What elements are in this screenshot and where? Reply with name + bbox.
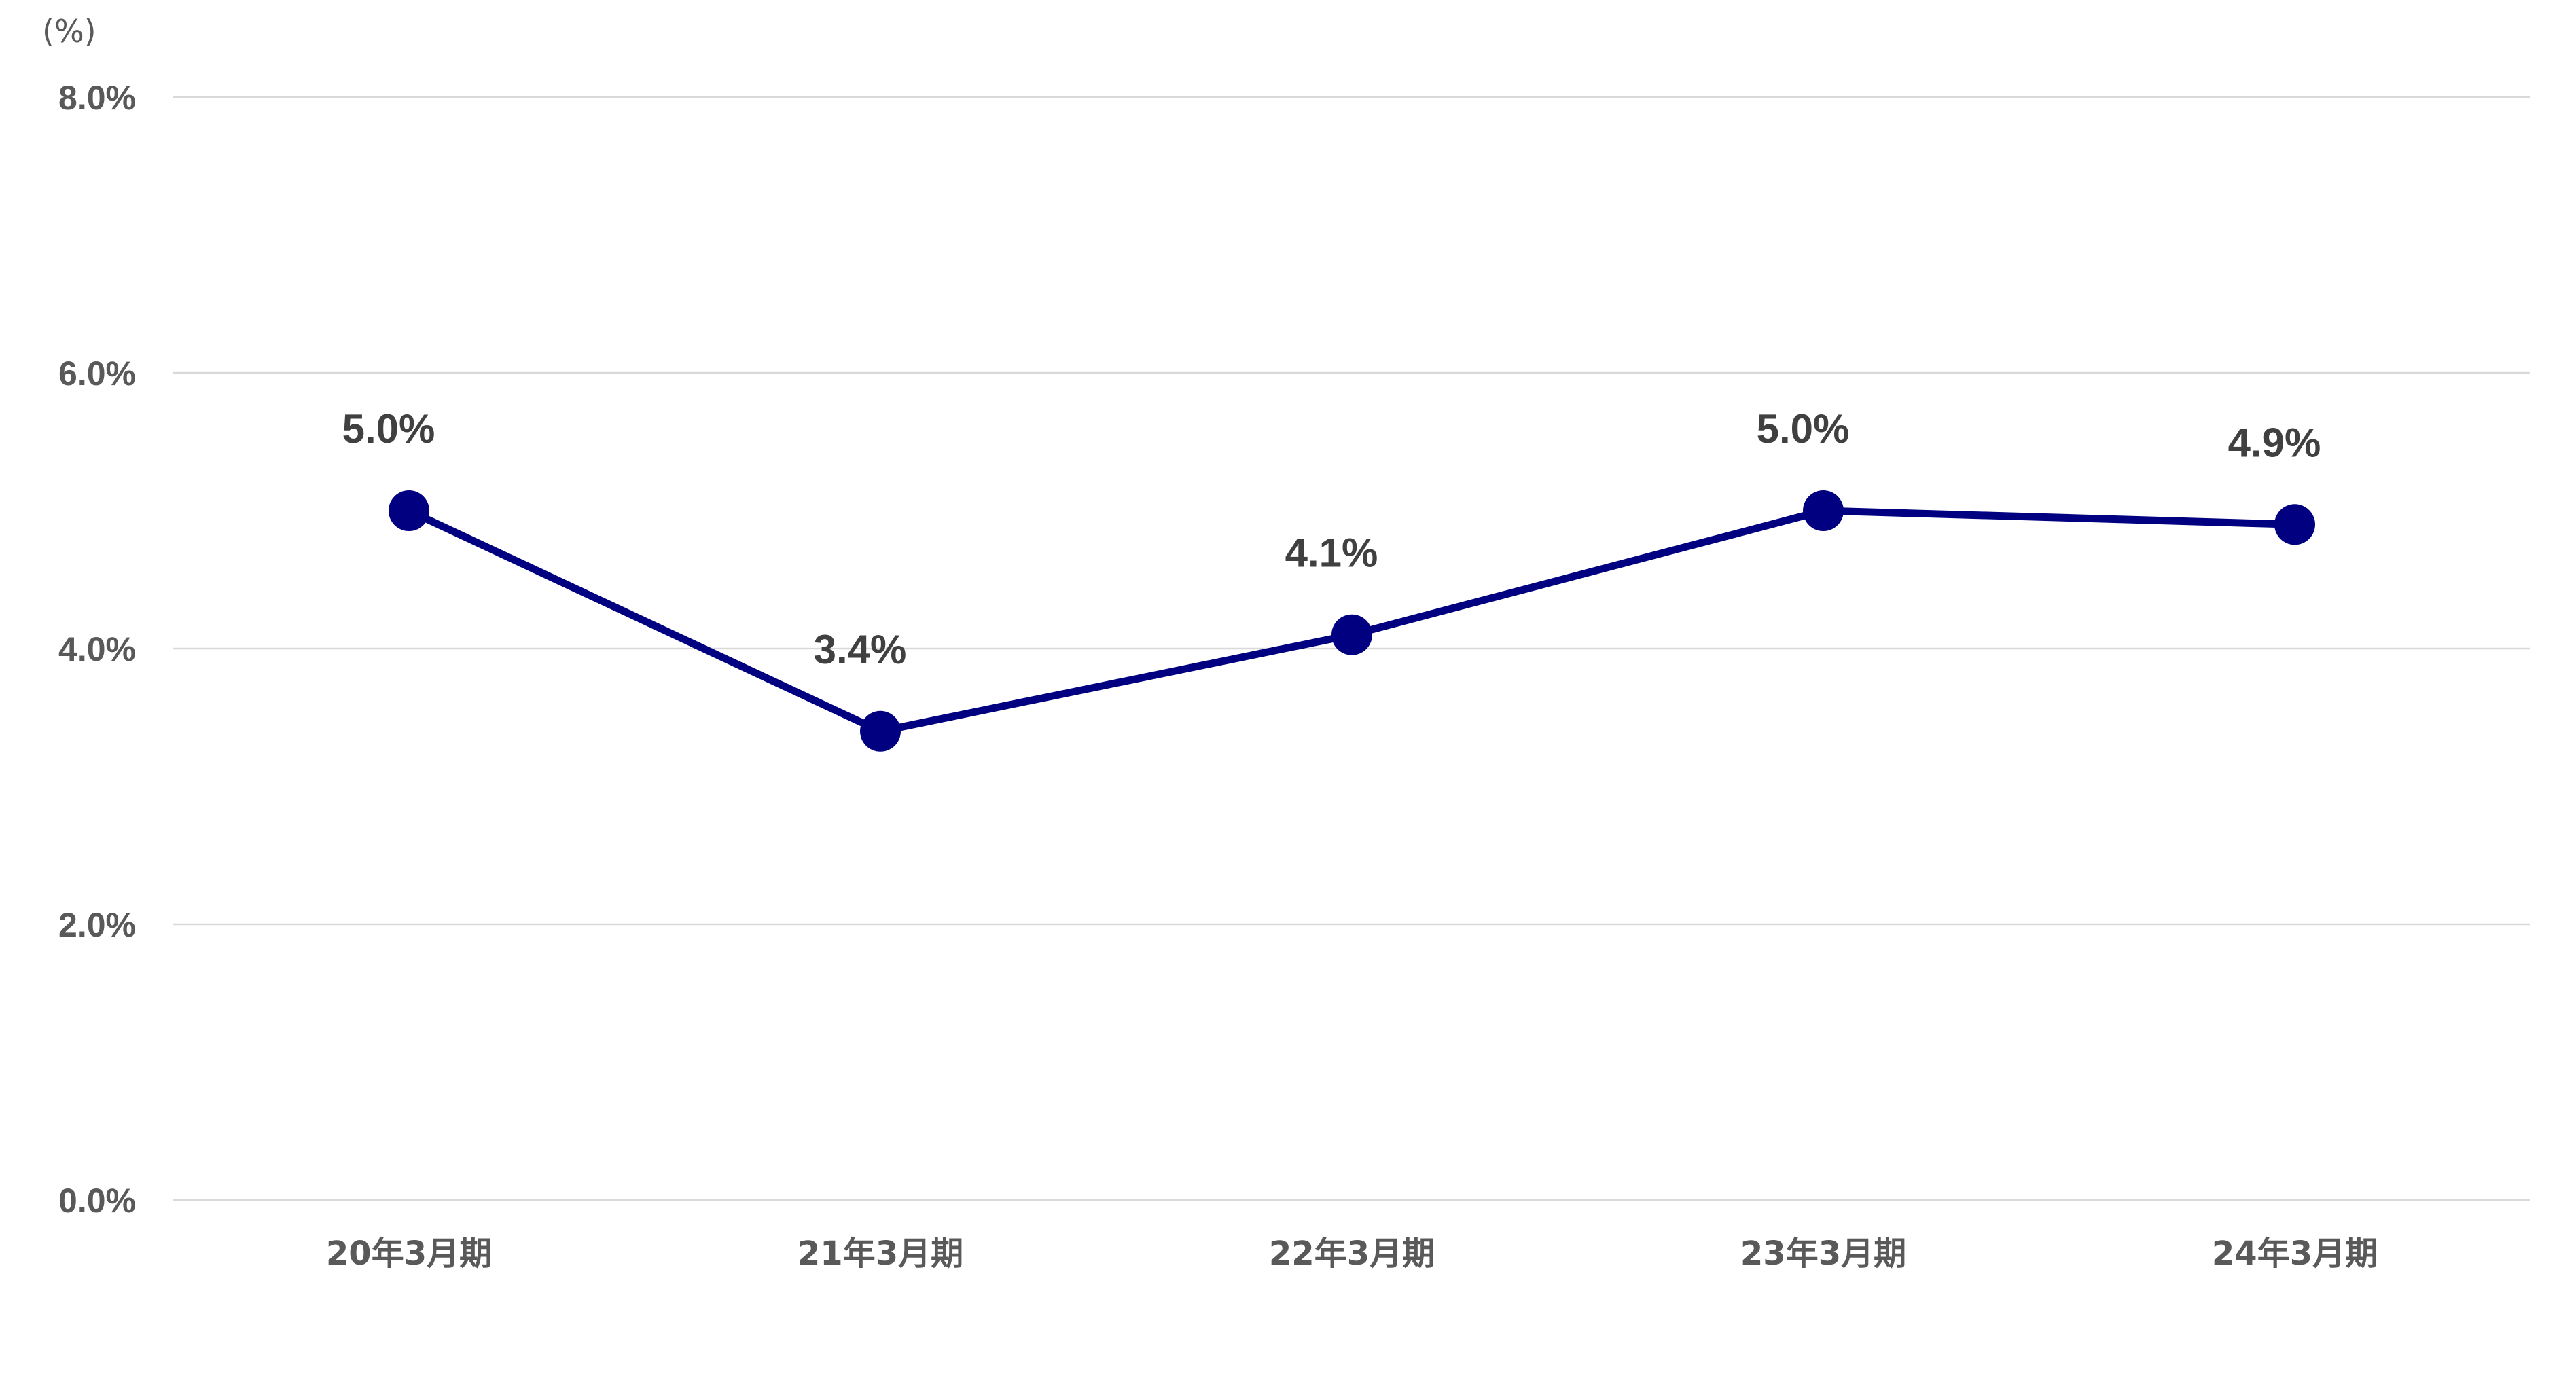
- data-point: [1331, 614, 1372, 655]
- data-label: 3.4%: [814, 627, 907, 672]
- y-axis-unit-label: (%): [42, 13, 96, 50]
- data-label: 5.0%: [1757, 406, 1850, 452]
- data-labels: 5.0% 3.4% 4.1% 5.0% 4.9%: [342, 406, 2321, 672]
- y-tick-label: 4.0%: [58, 630, 136, 668]
- y-tick-label: 6.0%: [58, 354, 136, 393]
- x-axis-ticks: 20年3月期 21年3月期 22年3月期 23年3月期 24年3月期: [326, 1235, 2378, 1273]
- data-point: [2274, 504, 2315, 545]
- y-tick-label: 0.0%: [58, 1182, 136, 1220]
- data-label: 4.9%: [2228, 420, 2321, 465]
- y-tick-label: 2.0%: [58, 906, 136, 944]
- y-tick-label: 8.0%: [58, 79, 136, 117]
- data-label: 4.1%: [1285, 530, 1378, 576]
- x-tick-label: 24年3月期: [2212, 1235, 2378, 1273]
- data-point: [860, 710, 901, 752]
- x-tick-label: 21年3月期: [798, 1235, 963, 1273]
- x-tick-label: 20年3月期: [326, 1235, 492, 1273]
- data-point: [389, 490, 429, 531]
- x-tick-label: 22年3月期: [1269, 1235, 1435, 1273]
- data-point: [1803, 490, 1844, 531]
- series-group: [389, 490, 2315, 752]
- data-label: 5.0%: [342, 406, 435, 452]
- x-tick-label: 23年3月期: [1740, 1235, 1906, 1273]
- y-axis-ticks: 0.0% 2.0% 4.0% 6.0% 8.0%: [58, 79, 136, 1220]
